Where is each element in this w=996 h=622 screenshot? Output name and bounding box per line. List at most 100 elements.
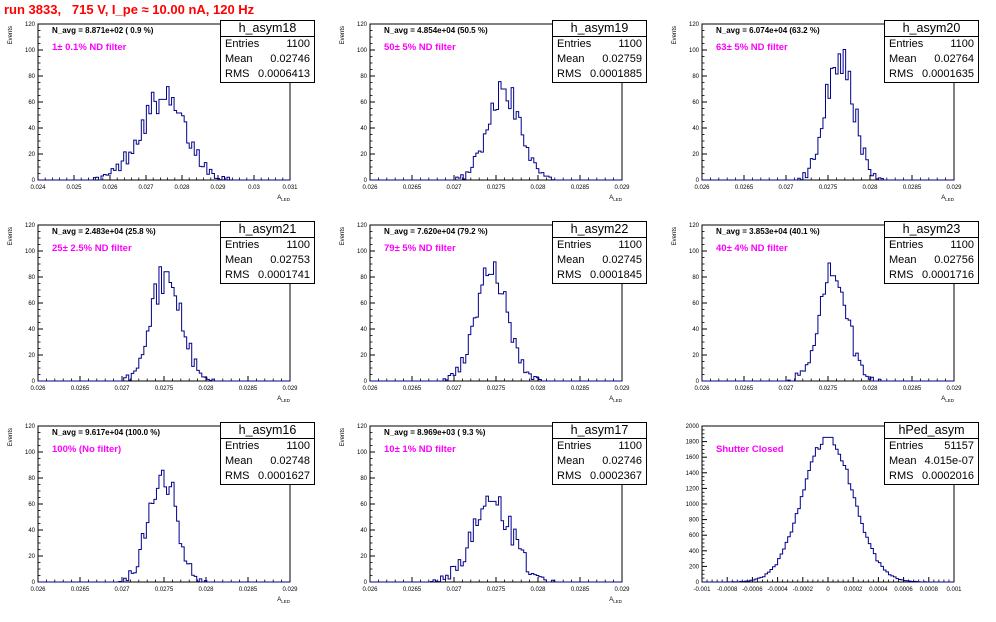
x-tick-label: 0.027	[778, 185, 794, 191]
y-tick-label: 120	[25, 223, 36, 229]
stats-rms-label: RMS	[557, 68, 582, 80]
y-tick-label: 2000	[686, 424, 700, 430]
stats-box: hPed_asym Entries 51157 Mean 4.015e-07 RMS…	[884, 422, 979, 485]
x-tick-label: 0.029	[946, 185, 962, 191]
navg-label: N_avg = 7.620e+04 (79.2 %)	[384, 227, 488, 236]
x-tick-label: 0.027	[138, 185, 154, 191]
stats-mean-label: Mean	[889, 254, 917, 266]
stats-mean-value: 0.02748	[270, 455, 310, 467]
y-tick-label: 0	[32, 580, 36, 586]
histogram-line	[370, 261, 622, 382]
histogram-pad-h_asym17: 0.026 0.0265 0.027 0.0275 0.028 0.0285 0.029 0 2…	[332, 422, 664, 622]
histogram-line	[38, 86, 290, 181]
stats-rms-value: 0.0001627	[258, 470, 310, 482]
histogram-svg: 0.026 0.0265 0.027 0.0275 0.028 0.0285 0.029 0 2…	[672, 22, 962, 202]
histogram-svg: 0.024 0.025 0.026 0.027 0.028 0.029 0.03 0.031 0…	[8, 22, 298, 202]
y-axis-title: Events	[340, 428, 346, 446]
x-tick-label: 0.029	[946, 386, 962, 392]
histogram-line	[38, 469, 290, 583]
stats-mean-label: Mean	[557, 254, 585, 266]
y-tick-label: 600	[689, 533, 700, 539]
histogram-pad-h_asym16: 0.026 0.0265 0.027 0.0275 0.028 0.0285 0.029 0 2…	[0, 422, 332, 622]
stats-entries-value: 51157	[944, 440, 974, 452]
y-tick-label: 100	[357, 48, 368, 54]
x-tick-label: 0.0002	[844, 587, 863, 593]
stats-mean-value: 0.02746	[270, 53, 310, 65]
histogram-pad-hPed_asym: -0.001 -0.0008 -0.0006 -0.0004 -0.0002 0 0.000…	[664, 422, 996, 622]
y-tick-label: 100	[689, 249, 700, 255]
histogram-pad-h_asym23: 0.026 0.0265 0.027 0.0275 0.028 0.0285 0.029 0 2…	[664, 221, 996, 421]
y-tick-label: 1000	[686, 502, 700, 508]
x-tick-label: 0.026	[362, 587, 378, 593]
x-tick-label: 0.028	[530, 587, 546, 593]
x-tick-label: 0.026	[30, 386, 46, 392]
x-tick-label: 0.028	[530, 386, 546, 392]
x-axis-title: ALED	[609, 195, 623, 202]
x-tick-label: 0.026	[102, 185, 118, 191]
x-tick-label: 0.0265	[71, 386, 90, 392]
y-tick-label: 0	[696, 178, 700, 184]
y-tick-label: 60	[360, 301, 367, 307]
x-tick-label: 0.027	[446, 185, 462, 191]
stats-entries-label: Entries	[225, 38, 260, 50]
stats-title: h_asym21	[221, 222, 314, 238]
stats-mean-label: Mean	[557, 53, 585, 65]
y-tick-label: 40	[360, 327, 367, 333]
x-tick-label: 0.024	[30, 185, 46, 191]
y-tick-label: 400	[689, 549, 700, 555]
y-tick-label: 20	[360, 152, 367, 158]
x-tick-label: -0.001	[693, 587, 711, 593]
y-tick-label: 20	[28, 353, 35, 359]
y-tick-label: 120	[357, 223, 368, 229]
stats-entries-label: Entries	[557, 239, 592, 251]
filter-label: 40± 4% ND filter	[716, 243, 788, 254]
y-tick-label: 60	[28, 301, 35, 307]
y-tick-label: 120	[357, 22, 368, 28]
y-tick-label: 100	[25, 249, 36, 255]
x-tick-label: 0.026	[362, 386, 378, 392]
x-axis-title: ALED	[277, 195, 291, 202]
x-tick-label: 0.028	[862, 185, 878, 191]
histogram-line	[702, 48, 954, 181]
y-tick-label: 120	[689, 22, 700, 28]
histogram-svg: 0.026 0.0265 0.027 0.0275 0.028 0.0285 0.029 0 2…	[8, 223, 298, 403]
x-tick-label: 0.027	[446, 587, 462, 593]
stats-entries-label: Entries	[225, 239, 260, 251]
y-tick-label: 120	[25, 22, 36, 28]
y-tick-label: 80	[692, 275, 699, 281]
stats-title: h_asym18	[221, 21, 314, 37]
x-tick-label: -0.0008	[717, 587, 738, 593]
x-axis-title: ALED	[277, 597, 291, 604]
stats-entries-value: 1100	[950, 38, 974, 50]
y-tick-label: 0	[696, 580, 700, 586]
y-tick-label: 20	[692, 353, 699, 359]
x-tick-label: -0.0006	[742, 587, 763, 593]
y-tick-label: 100	[357, 249, 368, 255]
x-tick-label: 0.0285	[239, 386, 258, 392]
stats-entries-label: Entries	[889, 440, 924, 452]
stats-title: h_asym23	[885, 222, 978, 238]
x-tick-label: 0.0285	[571, 185, 590, 191]
y-axis-title: Events	[672, 227, 678, 245]
y-tick-label: 40	[28, 327, 35, 333]
stats-rms-label: RMS	[557, 269, 582, 281]
stats-rms-value: 0.0001635	[922, 68, 974, 80]
y-tick-label: 20	[28, 152, 35, 158]
y-tick-label: 40	[28, 126, 35, 132]
y-tick-label: 60	[692, 301, 699, 307]
y-tick-label: 1800	[686, 440, 700, 446]
filter-label: 79± 5% ND filter	[384, 243, 456, 254]
navg-label: N_avg = 8.969e+03 ( 9.3 %)	[384, 428, 486, 437]
y-tick-label: 20	[360, 554, 367, 560]
stats-entries-label: Entries	[889, 38, 924, 50]
y-tick-label: 0	[364, 379, 368, 385]
stats-rms-label: RMS	[889, 68, 914, 80]
histogram-pad-h_asym22: 0.026 0.0265 0.027 0.0275 0.028 0.0285 0.029 0 2…	[332, 221, 664, 421]
y-tick-label: 100	[25, 48, 36, 54]
histogram-svg: 0.026 0.0265 0.027 0.0275 0.028 0.0285 0.029 0 2…	[340, 424, 630, 604]
y-tick-label: 200	[689, 564, 700, 570]
filter-label: 100% (No filter)	[52, 444, 122, 455]
stats-mean-value: 0.02745	[602, 254, 642, 266]
x-tick-label: 0.0285	[903, 185, 922, 191]
filter-label: 1± 0.1% ND filter	[52, 42, 127, 53]
